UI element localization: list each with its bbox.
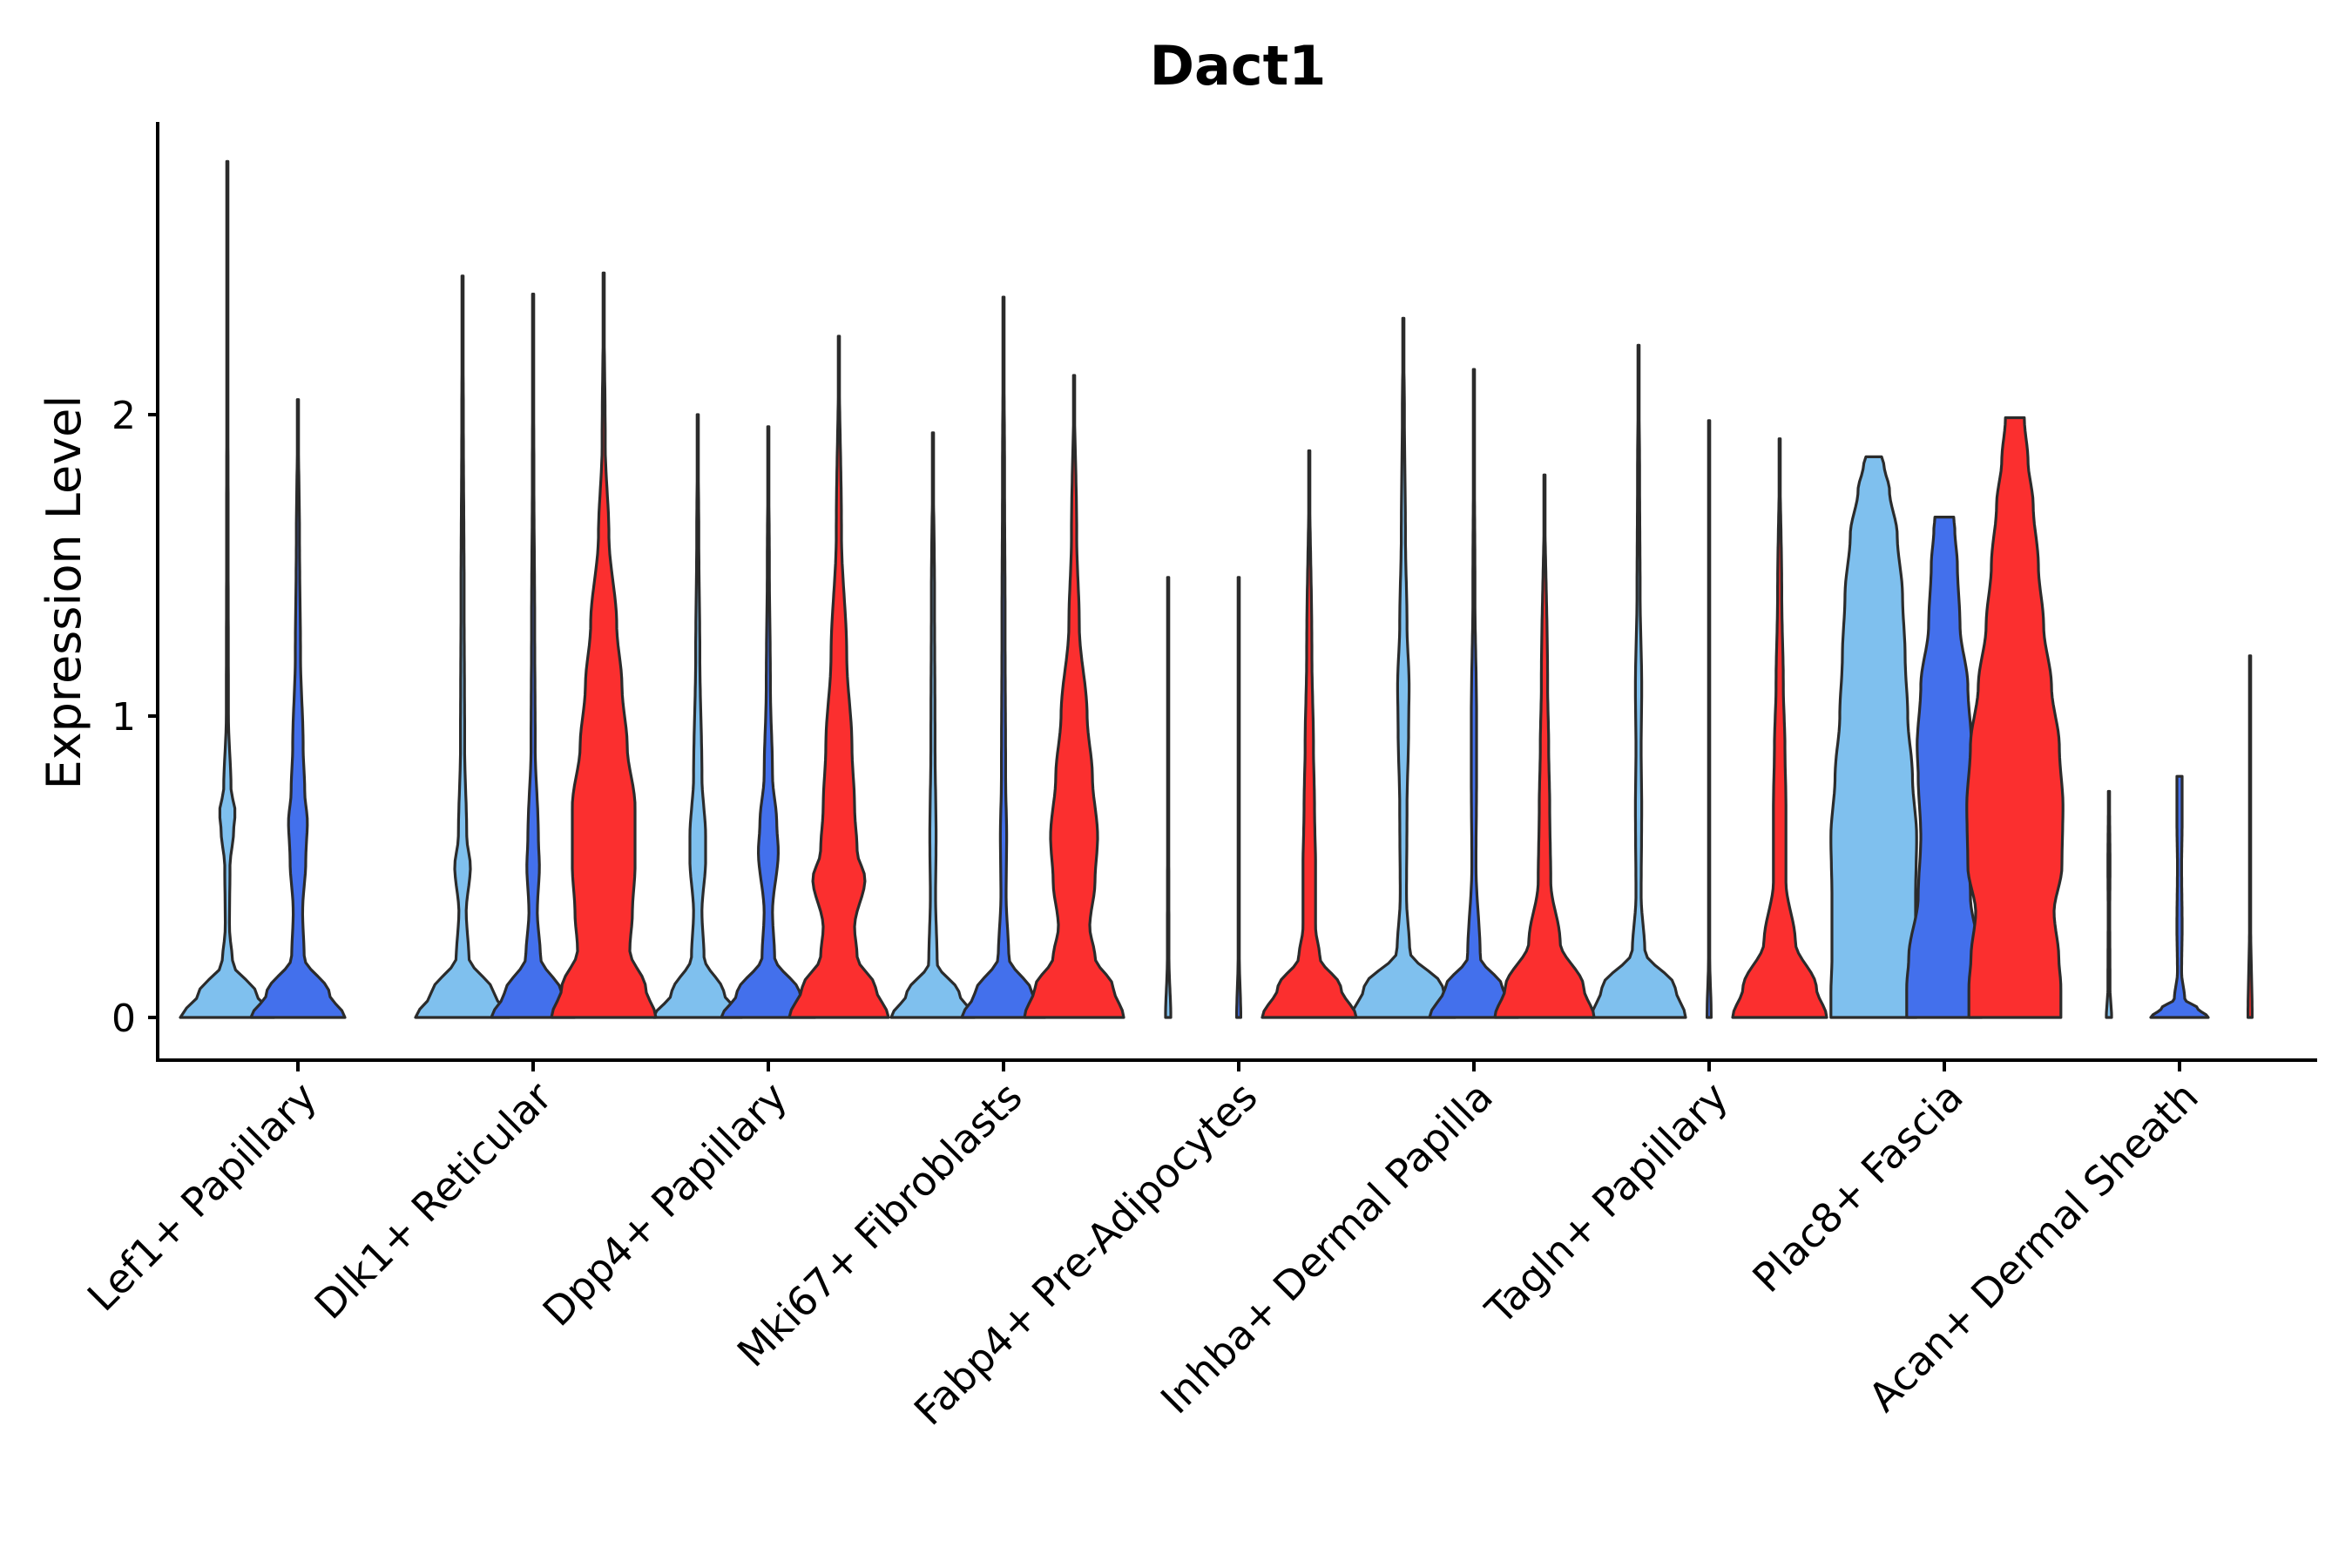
violin-1-1 [179, 159, 276, 1019]
violin-2-2 [490, 293, 577, 1019]
x-tick-label: Tagln+ Papillary [1476, 1073, 1737, 1335]
violin-3-3 [787, 335, 890, 1019]
violin-3-2 [550, 271, 658, 1019]
violin-layer [179, 159, 2254, 1019]
axes-layer [156, 122, 2317, 1062]
violin-2-4 [960, 295, 1047, 1019]
violin-1-8 [1829, 455, 1918, 1019]
chart-title: Dact1 [1150, 34, 1327, 98]
violin-3-8 [1965, 416, 2065, 1019]
violin-3-4 [1023, 374, 1125, 1019]
violin-2-3 [720, 425, 817, 1019]
y-tick-label: 1 [112, 695, 136, 740]
violin-3-9 [2247, 654, 2254, 1019]
violin-3-6 [1493, 473, 1596, 1019]
violin-2-5 [1235, 576, 1242, 1019]
violin-2-1 [249, 398, 347, 1019]
violin-1-5 [1164, 576, 1173, 1019]
violin-1-9 [2105, 789, 2113, 1019]
x-tick-label: Dlk1+ Reticular [306, 1073, 561, 1328]
violin-3-5 [1260, 449, 1358, 1019]
violin-1-7 [1590, 343, 1687, 1019]
violin-3-7 [1731, 437, 1828, 1019]
violin-1-2 [414, 274, 511, 1019]
y-tick-label: 2 [112, 394, 136, 438]
y-tick-label: 0 [112, 997, 136, 1041]
y-ticks: 0 1 2 [112, 394, 158, 1041]
violin-1-3 [652, 413, 744, 1019]
violin-1-6 [1349, 316, 1457, 1019]
x-tick-label: Plac8+ Fascia [1743, 1073, 1971, 1301]
x-tick-label: Dpp4+ Papillary [534, 1073, 796, 1335]
violin-2-6 [1428, 368, 1520, 1019]
x-tick-label: Lef1+ Papillary [78, 1073, 326, 1321]
y-axis-label: Expression Level [37, 395, 91, 790]
violin-2-7 [1706, 419, 1713, 1019]
violin-1-4 [889, 431, 977, 1019]
violin-2-9 [2149, 774, 2210, 1019]
